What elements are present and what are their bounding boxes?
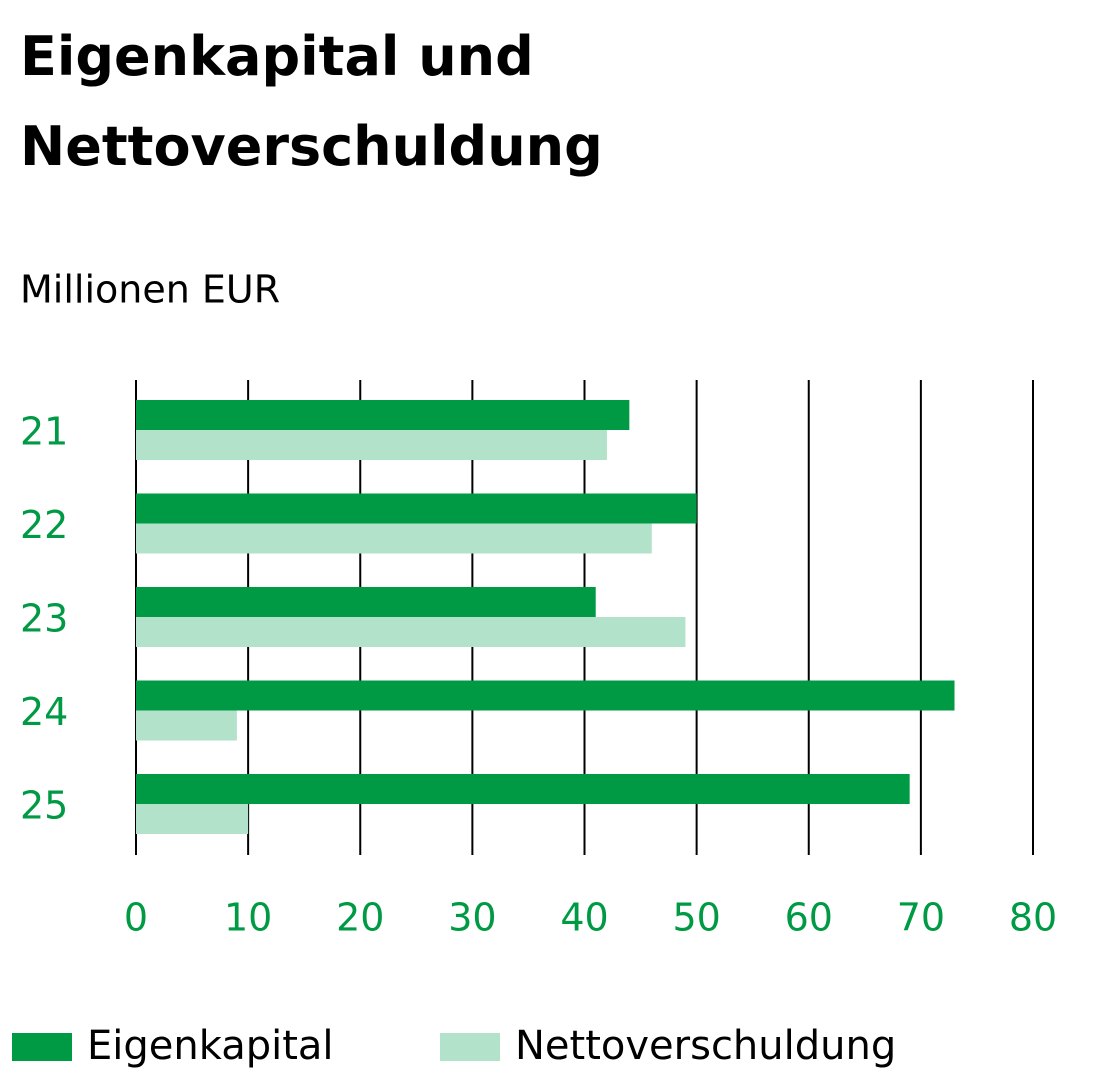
- x-tick-label: 50: [672, 896, 720, 940]
- legend-swatch: [12, 1033, 72, 1061]
- y-tick-label: 21: [20, 410, 68, 454]
- x-tick-label: 10: [224, 896, 272, 940]
- bar: [136, 587, 596, 617]
- bar: [136, 680, 955, 711]
- bar: [136, 493, 697, 524]
- bar: [136, 710, 237, 741]
- legend-swatch: [440, 1033, 500, 1061]
- x-tick-label: 80: [1009, 896, 1057, 940]
- y-tick-label: 24: [20, 690, 68, 734]
- x-tick-label: 20: [336, 896, 384, 940]
- chart-title: Eigenkapital und Nettoverschuldung: [20, 25, 603, 178]
- x-tick-label: 40: [560, 896, 608, 940]
- y-tick-label: 23: [20, 597, 68, 641]
- y-tick-label: 22: [20, 503, 68, 547]
- bar: [136, 400, 630, 430]
- bar: [136, 430, 607, 460]
- x-tick-label: 30: [448, 896, 496, 940]
- legend-label: Eigenkapital: [87, 1023, 334, 1069]
- bar: [136, 523, 652, 554]
- y-tick-label: 25: [20, 784, 68, 828]
- chart-subtitle: Millionen EUR: [20, 268, 280, 312]
- x-tick-label: 0: [124, 896, 148, 940]
- x-tick-label: 70: [897, 896, 945, 940]
- x-tick-label: 60: [785, 896, 833, 940]
- bar: [136, 804, 249, 834]
- bar: [136, 617, 686, 647]
- bar: [136, 774, 910, 804]
- legend-label: Nettoverschuldung: [515, 1023, 896, 1069]
